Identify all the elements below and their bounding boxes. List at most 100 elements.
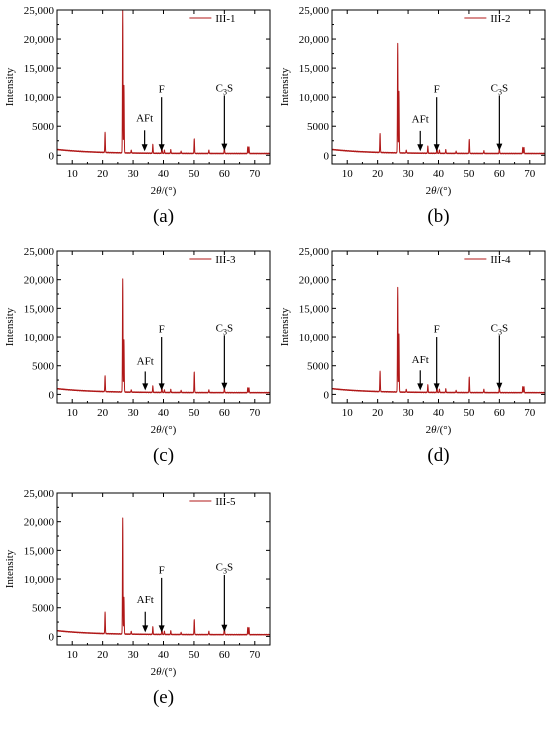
y-tick-label-5000: 5000: [32, 121, 55, 133]
y-tick-label-20000: 20,000: [299, 275, 330, 287]
x-tick-label-60: 60: [494, 168, 506, 180]
x-tick-label-40: 40: [433, 168, 445, 180]
x-tick-label-40: 40: [158, 168, 170, 180]
annotation-CS: C3S: [216, 82, 233, 151]
panel-b: 10 20 30 40 50 60 70 0 5000 10,000 15,000 20,000 25,…: [275, 0, 550, 243]
y-tick-label-15000: 15,000: [24, 545, 55, 557]
plot-area: [331, 286, 546, 394]
y-axis-label: Intensity: [4, 307, 16, 346]
panel-a: 10 20 30 40 50 60 70 0 5000 10,000 15,000 20,000 25,…: [0, 0, 275, 243]
x-tick-label-20: 20: [372, 168, 384, 180]
y-tick-label-10000: 10,000: [299, 92, 330, 104]
y-tick-label-5000: 5000: [32, 361, 55, 373]
x-tick-label-70: 70: [249, 407, 261, 419]
y-axis-label: Intensity: [4, 549, 16, 588]
xrd-chart-e: 10 20 30 40 50 60 70 0 5000 10,000 15,000 20,000 25,…: [4, 488, 271, 708]
x-tick-label-70: 70: [249, 649, 261, 661]
annotation-F: F: [158, 323, 165, 391]
y-tick-label-5000: 5000: [32, 603, 55, 615]
annotation-label: C3S: [216, 82, 233, 96]
x-tick-label-70: 70: [524, 407, 536, 419]
y-tick-label-0: 0: [49, 389, 55, 401]
x-tick-label-10: 10: [342, 407, 354, 419]
panel-caption: (d): [427, 445, 449, 466]
x-tick-label-50: 50: [188, 649, 200, 661]
annotation-label: F: [434, 84, 440, 96]
plot-area: [56, 517, 271, 636]
annotation-CS: C3S: [216, 322, 233, 390]
y-tick-label-10000: 10,000: [24, 332, 55, 344]
annotation-label: C3S: [216, 322, 233, 336]
y-tick-label-25000: 25,000: [24, 488, 55, 500]
x-tick-label-60: 60: [219, 168, 231, 180]
annotation-arrow-head: [417, 144, 424, 152]
annotation-AFt: AFt: [137, 594, 154, 633]
y-axis-label: Intensity: [279, 307, 291, 346]
annotation-label: AFt: [136, 113, 153, 125]
annotation-AFt: AFt: [412, 354, 429, 391]
x-axis-label: 2θ/(°): [426, 185, 452, 197]
x-tick-label-10: 10: [342, 168, 354, 180]
x-axis-label: 2θ/(°): [426, 424, 452, 436]
annotation-CS: C3S: [491, 82, 508, 151]
annotation-arrow-head: [417, 383, 424, 391]
xrd-trace-III-2: [331, 42, 546, 155]
y-tick-label-15000: 15,000: [24, 303, 55, 315]
y-tick-label-0: 0: [49, 150, 55, 162]
x-tick-label-40: 40: [158, 407, 170, 419]
y-tick-label-10000: 10,000: [24, 92, 55, 104]
annotation-label: F: [434, 323, 440, 335]
y-tick-label-20000: 20,000: [24, 275, 55, 287]
plot-area: [56, 10, 271, 155]
x-tick-label-60: 60: [494, 407, 506, 419]
annotation-F: F: [433, 323, 440, 391]
panel-caption: (b): [427, 206, 449, 227]
annotation-label: F: [159, 323, 165, 335]
legend-label: III-5: [215, 496, 236, 508]
xrd-trace-III-5: [56, 517, 271, 636]
y-axis-label: Intensity: [279, 67, 291, 106]
x-axis-label: 2θ/(°): [151, 185, 177, 197]
y-tick-label-25000: 25,000: [299, 5, 330, 17]
y-tick-label-10000: 10,000: [299, 332, 330, 344]
x-tick-label-10: 10: [67, 407, 79, 419]
y-tick-label-15000: 15,000: [24, 63, 55, 75]
x-tick-label-30: 30: [128, 168, 140, 180]
x-tick-label-70: 70: [249, 168, 261, 180]
annotation-CS: C3S: [216, 561, 233, 632]
x-axis-label: 2θ/(°): [151, 666, 177, 678]
annotation-F: F: [434, 84, 440, 152]
y-tick-label-5000: 5000: [307, 121, 330, 133]
annotation-arrow-head: [142, 383, 149, 391]
x-tick-label-30: 30: [403, 407, 415, 419]
y-tick-label-20000: 20,000: [24, 517, 55, 529]
annotation-arrow-head: [496, 143, 503, 151]
y-tick-label-10000: 10,000: [24, 574, 55, 586]
xrd-chart-d: 10 20 30 40 50 60 70 0 5000 10,000 15,000 20,000 25,…: [279, 246, 546, 466]
x-tick-label-10: 10: [67, 649, 79, 661]
panel-e: 10 20 30 40 50 60 70 0 5000 10,000 15,000 20,000 25,…: [0, 485, 275, 728]
x-tick-label-20: 20: [97, 168, 109, 180]
xrd-trace-III-3: [56, 278, 271, 394]
y-tick-label-0: 0: [49, 631, 55, 643]
annotation-label: C3S: [491, 82, 508, 96]
annotation-arrow-head: [158, 625, 165, 633]
annotation-arrow-head: [221, 143, 228, 151]
annotation-arrow-head: [158, 383, 165, 391]
xrd-chart-c: 10 20 30 40 50 60 70 0 5000 10,000 15,000 20,000 25,…: [4, 246, 271, 466]
y-tick-label-0: 0: [324, 389, 330, 401]
x-tick-label-50: 50: [463, 168, 475, 180]
y-tick-label-5000: 5000: [307, 361, 330, 373]
plot-area: [56, 278, 271, 394]
x-tick-label-20: 20: [97, 649, 109, 661]
annotation-F: F: [159, 84, 165, 152]
x-tick-label-10: 10: [67, 168, 79, 180]
annotation-AFt: AFt: [137, 356, 154, 391]
panel-caption: (e): [153, 687, 174, 708]
annotation-label: C3S: [216, 561, 233, 575]
legend-label: III-2: [490, 13, 510, 25]
annotation-arrow-head: [433, 383, 440, 391]
annotation-label: F: [159, 564, 165, 576]
y-tick-label-25000: 25,000: [24, 5, 55, 17]
xrd-chart-a: 10 20 30 40 50 60 70 0 5000 10,000 15,000 20,000 25,…: [4, 5, 271, 227]
